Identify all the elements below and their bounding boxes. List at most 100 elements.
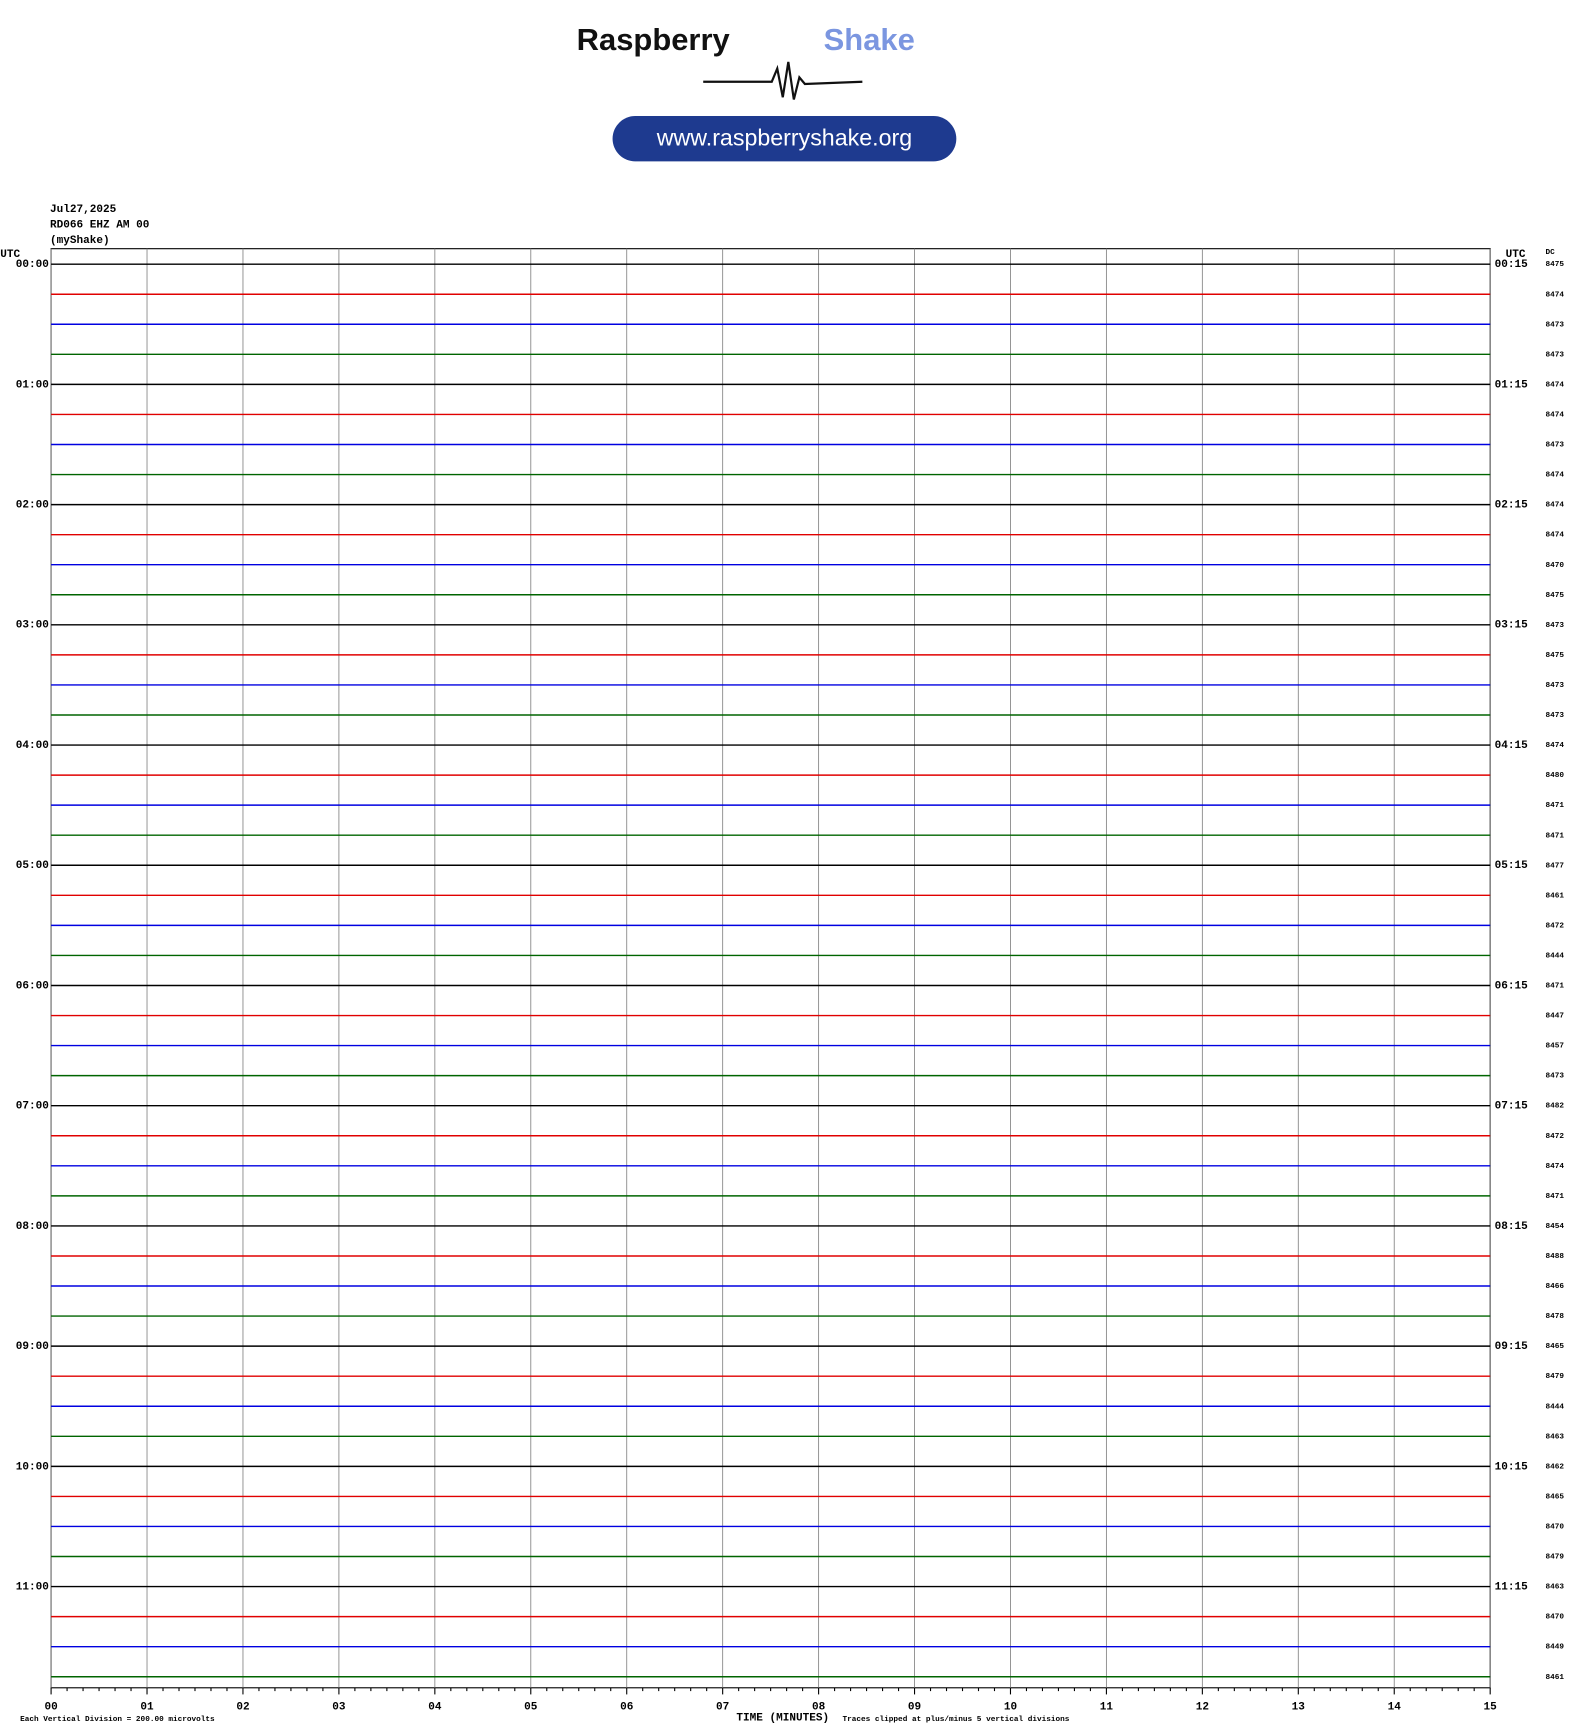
x-axis-title: TIME (MINUTES) <box>736 1713 829 1725</box>
dc-value: 8471 <box>1545 1193 1564 1201</box>
dc-value: 8471 <box>1545 802 1564 810</box>
dc-value: 8480 <box>1545 772 1564 780</box>
dc-value: 8457 <box>1545 1043 1564 1051</box>
right-time-label: 11:15 <box>1495 1581 1529 1593</box>
source: (myShake) <box>50 235 110 247</box>
dc-value: 8472 <box>1545 1133 1564 1141</box>
right-time-label: 05:15 <box>1495 860 1529 872</box>
dc-value: 8463 <box>1545 1584 1564 1592</box>
clip-note: Traces clipped at plus/minus 5 vertical … <box>842 1716 1069 1724</box>
dc-title: DC <box>1545 249 1555 257</box>
url[interactable]: www.raspberryshake.org <box>656 124 912 150</box>
logo-wave <box>703 61 863 100</box>
brand-dark: Raspberry <box>577 22 731 57</box>
right-time-label: 08:15 <box>1495 1221 1529 1233</box>
dc-value: 8472 <box>1545 922 1564 930</box>
dc-value: 8479 <box>1545 1554 1564 1562</box>
dc-value: 8473 <box>1545 1073 1564 1081</box>
dc-value: 8465 <box>1545 1343 1564 1351</box>
dc-value: 8471 <box>1545 832 1564 840</box>
dc-value: 8454 <box>1545 1223 1564 1231</box>
x-tick-label: 01 <box>140 1702 154 1714</box>
left-time-label: 04:00 <box>16 740 49 752</box>
dc-value: 8470 <box>1545 562 1564 570</box>
left-time-label: 10:00 <box>16 1461 49 1473</box>
left-time-label: 00:00 <box>16 259 49 271</box>
dc-value: 8473 <box>1545 682 1564 690</box>
dc-value: 8473 <box>1545 712 1564 720</box>
right-time-label: 06:15 <box>1495 980 1529 992</box>
dc-value: 8474 <box>1545 472 1564 480</box>
x-tick-label: 13 <box>1292 1702 1306 1714</box>
left-time-label: 09:00 <box>16 1341 49 1353</box>
dc-value: 8465 <box>1545 1493 1564 1501</box>
x-tick-label: 15 <box>1484 1702 1498 1714</box>
left-time-label: 01:00 <box>16 379 49 391</box>
dc-value: 8461 <box>1545 1674 1564 1682</box>
x-tick-label: 02 <box>236 1702 249 1714</box>
x-tick-label: 09 <box>908 1702 921 1714</box>
left-time-label: 05:00 <box>16 860 49 872</box>
dc-value: 8474 <box>1545 1163 1564 1171</box>
dc-value: 8474 <box>1545 502 1564 510</box>
left-axis-title: UTC <box>0 249 20 261</box>
right-time-label: 03:15 <box>1495 620 1529 632</box>
dc-value: 8478 <box>1545 1313 1564 1321</box>
dc-value: 8474 <box>1545 291 1564 299</box>
dc-value: 8473 <box>1545 351 1564 359</box>
right-time-label: 09:15 <box>1495 1341 1529 1353</box>
dc-value: 8444 <box>1545 952 1564 960</box>
left-time-label: 02:00 <box>16 500 49 512</box>
left-time-label: 03:00 <box>16 620 49 632</box>
dc-value: 8466 <box>1545 1283 1564 1291</box>
brand-light: Shake <box>824 22 915 57</box>
right-axis-title: UTC <box>1506 249 1526 261</box>
dc-value: 8470 <box>1545 1614 1564 1622</box>
url-pill <box>612 116 957 162</box>
x-tick-label: 11 <box>1100 1702 1114 1714</box>
x-tick-label: 06 <box>620 1702 634 1714</box>
left-time-label: 11:00 <box>16 1581 49 1593</box>
dc-value: 8473 <box>1545 321 1564 329</box>
dc-value: 8463 <box>1545 1433 1564 1441</box>
dc-value: 8447 <box>1545 1013 1564 1021</box>
dc-value: 8474 <box>1545 742 1564 750</box>
dc-value: 8475 <box>1545 652 1564 660</box>
dc-value: 8479 <box>1545 1373 1564 1381</box>
dc-value: 8473 <box>1545 442 1564 450</box>
right-time-label: 07:15 <box>1495 1101 1529 1113</box>
dc-value: 8482 <box>1545 1103 1564 1111</box>
date: Jul27,2025 <box>50 204 117 216</box>
dc-value: 8488 <box>1545 1253 1564 1261</box>
left-time-label: 06:00 <box>16 980 49 992</box>
dc-value: 8449 <box>1545 1644 1564 1652</box>
right-time-label: 02:15 <box>1495 500 1529 512</box>
dc-value: 8474 <box>1545 532 1564 540</box>
left-time-label: 07:00 <box>16 1101 49 1113</box>
right-time-label: 01:15 <box>1495 379 1529 391</box>
dc-value: 8461 <box>1545 892 1564 900</box>
scale-note: Each Vertical Division = 200.00 microvol… <box>20 1716 215 1724</box>
right-time-label: 00:15 <box>1495 259 1529 271</box>
x-tick-label: 00 <box>44 1702 57 1714</box>
dc-value: 8471 <box>1545 983 1564 991</box>
x-tick-label: 07 <box>716 1702 729 1714</box>
x-tick-label: 10 <box>1004 1702 1017 1714</box>
dc-value: 8475 <box>1545 261 1564 269</box>
dc-value: 8470 <box>1545 1524 1564 1532</box>
dc-value: 8474 <box>1545 381 1564 389</box>
right-time-label: 10:15 <box>1495 1461 1529 1473</box>
station: RD066 EHZ AM 00 <box>50 219 149 231</box>
x-tick-label: 04 <box>428 1702 442 1714</box>
x-tick-label: 05 <box>524 1702 538 1714</box>
right-time-label: 04:15 <box>1495 740 1529 752</box>
x-tick-label: 08 <box>812 1702 826 1714</box>
plot-frame <box>50 248 1491 1689</box>
x-tick-label: 03 <box>332 1702 346 1714</box>
x-tick-label: 12 <box>1196 1702 1209 1714</box>
dc-value: 8477 <box>1545 862 1564 870</box>
x-tick-label: 14 <box>1388 1702 1402 1714</box>
dc-value: 8462 <box>1545 1463 1564 1471</box>
